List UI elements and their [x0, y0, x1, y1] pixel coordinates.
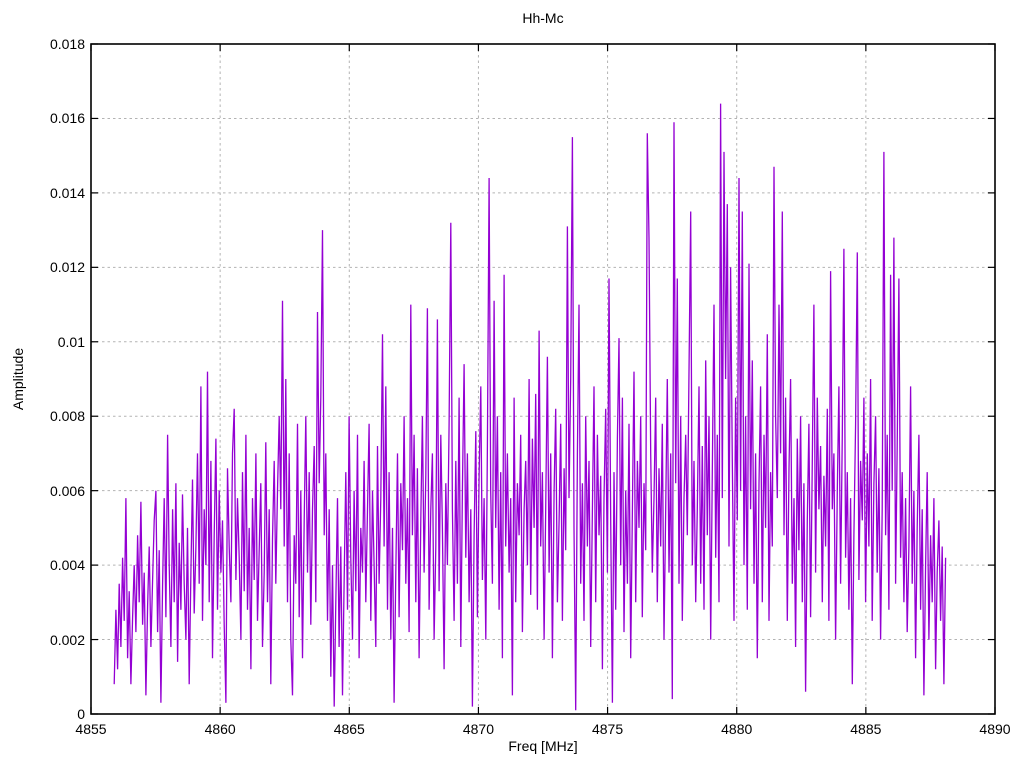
- x-tick-label: 4875: [591, 721, 624, 737]
- y-tick-label: 0.018: [49, 36, 85, 52]
- y-tick-label: 0.01: [57, 333, 85, 350]
- y-axis-label: Amplitude: [10, 347, 26, 411]
- plot-border: [90, 43, 996, 715]
- x-axis-label: Freq [MHz]: [508, 738, 578, 754]
- y-tick-label: 0.008: [49, 408, 85, 425]
- chart-title: Hh-Mc: [522, 10, 564, 26]
- y-tick-label: 0.006: [49, 482, 85, 499]
- y-tick-label: 0.012: [49, 259, 85, 276]
- x-tick-label: 4855: [75, 721, 107, 737]
- x-tick-label: 4860: [204, 721, 236, 737]
- x-tick-label: 4890: [979, 721, 1011, 737]
- y-tick-label: 0.002: [49, 631, 85, 648]
- y-tick-label: 0.004: [49, 557, 85, 574]
- x-tick-label: 4885: [850, 721, 882, 737]
- y-tick-label: 0: [77, 706, 85, 722]
- x-tick-label: 4880: [721, 721, 753, 737]
- data-line: [113, 103, 947, 711]
- x-tick-label: 4870: [462, 721, 494, 737]
- x-tick-label: 4865: [333, 721, 365, 737]
- y-tick-label: 0.014: [49, 184, 85, 201]
- y-tick-label: 0.016: [49, 110, 85, 127]
